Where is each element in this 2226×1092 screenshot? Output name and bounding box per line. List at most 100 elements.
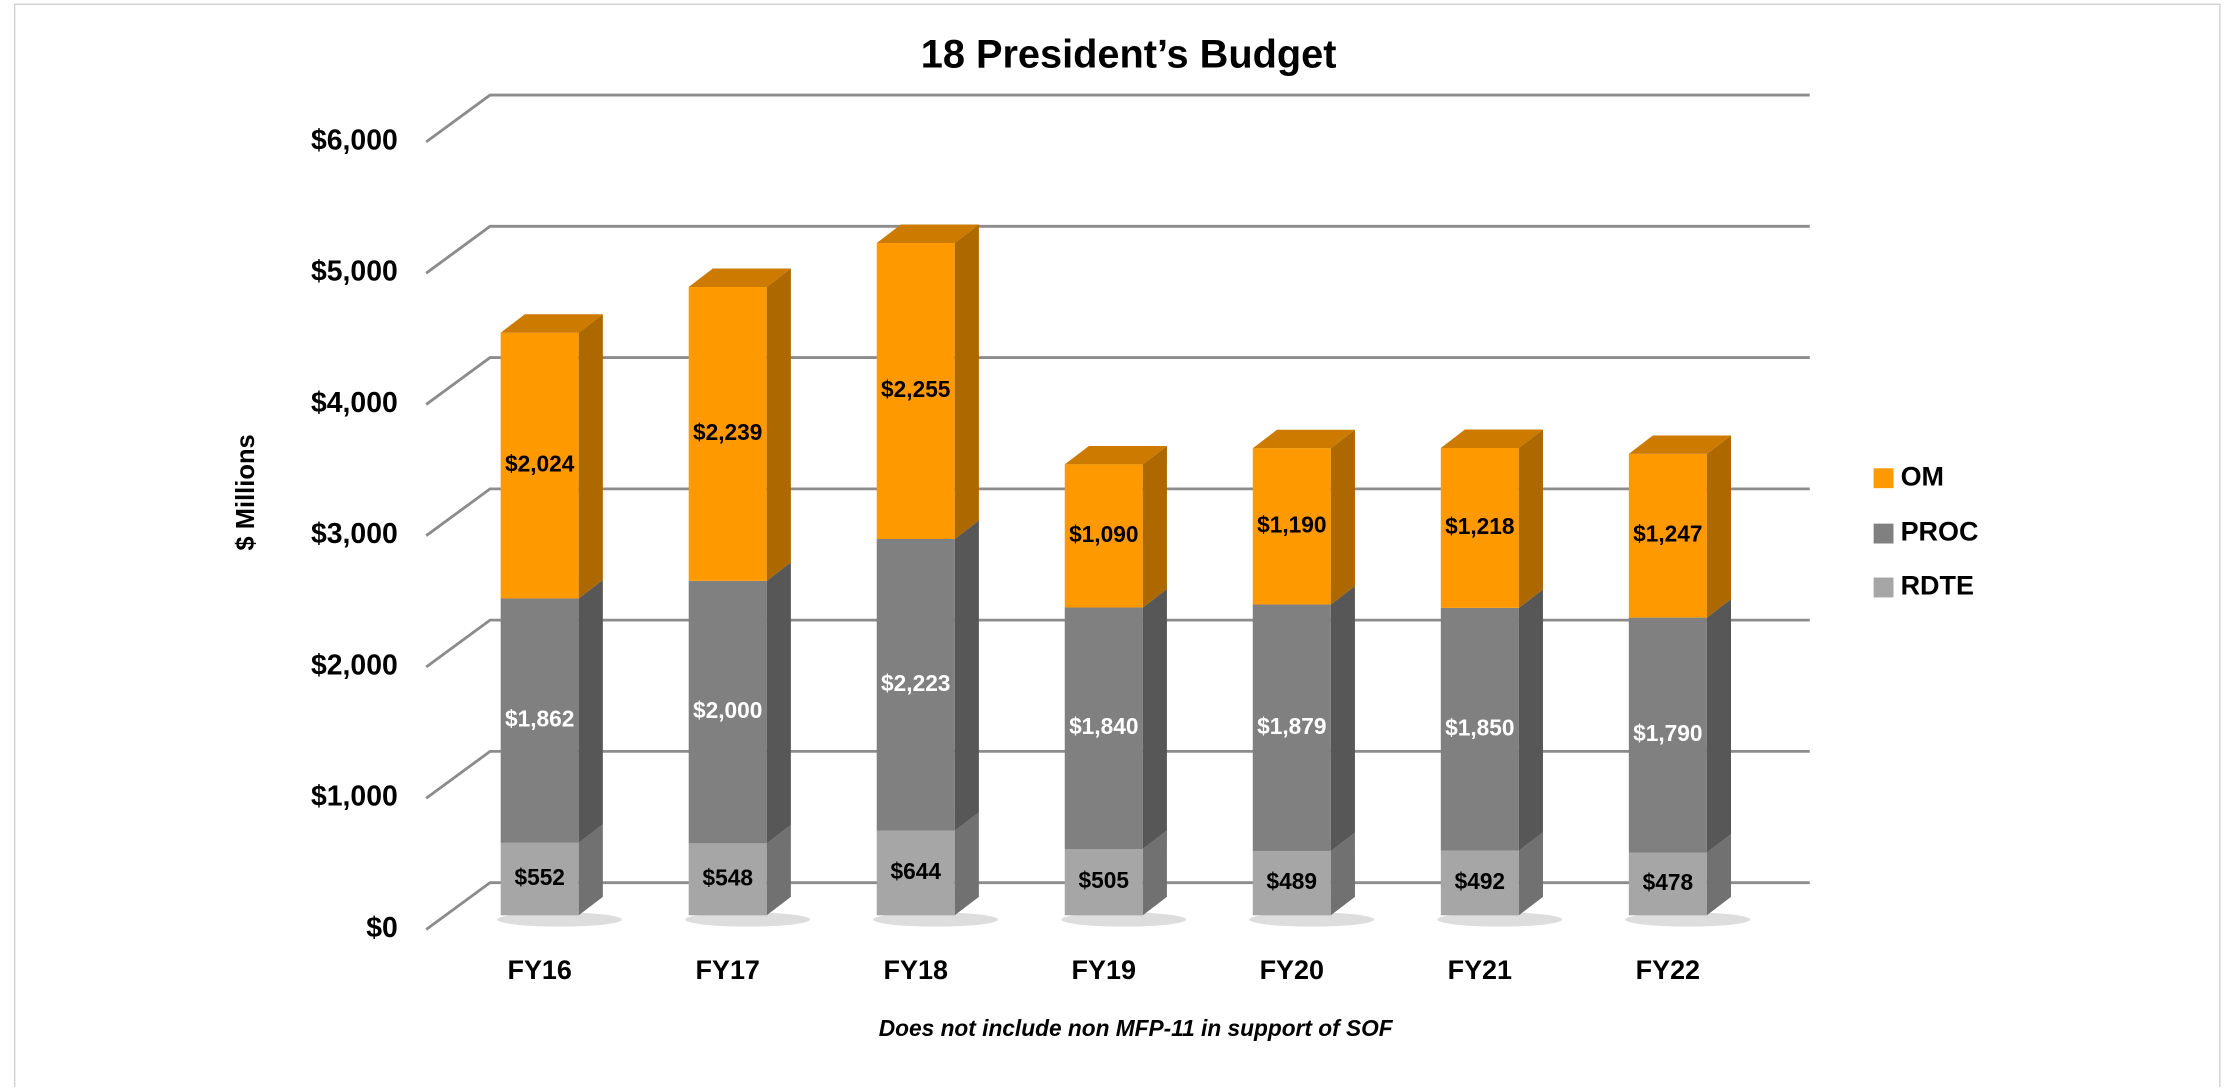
bar-shadow bbox=[685, 912, 811, 927]
legend-label: OM bbox=[1901, 461, 1944, 491]
data-label: $1,850 bbox=[1445, 714, 1514, 740]
grid-line bbox=[425, 618, 1810, 669]
bar-segment bbox=[1440, 447, 1519, 608]
bar-side bbox=[1706, 435, 1732, 618]
y-tick-label: $5,000 bbox=[311, 256, 398, 288]
data-label: $2,024 bbox=[505, 451, 575, 477]
grid-line bbox=[425, 749, 1810, 800]
data-label: $552 bbox=[514, 864, 564, 890]
bar-segment bbox=[500, 598, 579, 843]
bar-segment bbox=[1252, 604, 1331, 852]
bar-side bbox=[578, 314, 603, 599]
bar-shadow bbox=[1625, 912, 1751, 927]
bar-segment bbox=[1064, 464, 1143, 608]
bar-side bbox=[1330, 586, 1355, 852]
data-label: $1,790 bbox=[1633, 720, 1702, 746]
x-tick-label: FY22 bbox=[1636, 955, 1700, 985]
bar-side bbox=[1142, 445, 1167, 608]
bar-segment bbox=[1440, 850, 1519, 916]
grid-line bbox=[425, 93, 1810, 144]
x-tick-label: FY17 bbox=[696, 955, 760, 985]
bar-shadow bbox=[873, 912, 999, 927]
y-tick-label: $4,000 bbox=[311, 387, 398, 419]
bar-side bbox=[1330, 832, 1355, 916]
bar-segment bbox=[500, 842, 579, 916]
data-label: $505 bbox=[1079, 867, 1129, 893]
bar-segment bbox=[500, 332, 579, 599]
y-tick-label: $6,000 bbox=[311, 124, 398, 156]
x-tick-label: FY21 bbox=[1448, 955, 1512, 985]
bar-side bbox=[1142, 830, 1167, 916]
legend-label: RDTE bbox=[1901, 571, 1974, 601]
bar-segment bbox=[1628, 453, 1707, 618]
data-label: $548 bbox=[702, 864, 752, 890]
bar-side bbox=[578, 579, 603, 843]
bar-segment bbox=[688, 843, 767, 916]
bar-side bbox=[766, 562, 791, 844]
bar-top bbox=[1252, 429, 1355, 449]
data-label: $1,218 bbox=[1445, 513, 1514, 539]
bar-side bbox=[1518, 832, 1543, 916]
data-label: $1,090 bbox=[1069, 521, 1138, 547]
x-tick-label: FY20 bbox=[1260, 955, 1324, 985]
data-label: $644 bbox=[891, 858, 942, 884]
bar-side bbox=[1142, 589, 1167, 850]
grid-line bbox=[425, 356, 1810, 406]
bar-shadow bbox=[1249, 912, 1375, 927]
bar-segment bbox=[876, 538, 955, 831]
bar-segment bbox=[1628, 852, 1707, 916]
bar-side bbox=[766, 824, 791, 916]
bar-segment bbox=[1440, 607, 1519, 851]
bar-top bbox=[1440, 429, 1543, 448]
bar-side bbox=[954, 224, 979, 539]
bar-segment bbox=[1252, 851, 1331, 916]
x-tick-label: FY18 bbox=[884, 955, 948, 985]
legend-swatch bbox=[1873, 523, 1894, 544]
data-label: $489 bbox=[1267, 868, 1317, 894]
bar-segment bbox=[1252, 448, 1331, 605]
bar-side bbox=[1518, 429, 1543, 608]
legend-swatch bbox=[1873, 577, 1894, 598]
chart-title: 18 President’s Budget bbox=[921, 32, 1337, 76]
bar-side bbox=[1330, 429, 1355, 605]
bar-side bbox=[954, 812, 979, 916]
y-tick-label: $3,000 bbox=[311, 518, 398, 550]
data-label: $478 bbox=[1643, 869, 1693, 895]
bar-top bbox=[500, 314, 603, 333]
bar-side bbox=[954, 520, 979, 831]
data-label: $1,840 bbox=[1069, 713, 1138, 739]
grid-line bbox=[425, 224, 1810, 275]
bar-side bbox=[1706, 599, 1732, 853]
bar-top bbox=[1628, 435, 1732, 454]
y-tick-label: $2,000 bbox=[311, 649, 398, 681]
bar-segment bbox=[876, 830, 955, 916]
data-label: $492 bbox=[1455, 868, 1505, 894]
bar-top bbox=[876, 224, 979, 243]
data-label: $1,862 bbox=[505, 706, 574, 732]
data-label: $1,190 bbox=[1257, 511, 1326, 537]
legend-swatch bbox=[1873, 468, 1894, 489]
bar-top bbox=[688, 268, 791, 287]
bar-shadow bbox=[1437, 912, 1563, 927]
data-label: $2,000 bbox=[693, 697, 762, 723]
bar-segment bbox=[1064, 849, 1143, 916]
data-label: $1,247 bbox=[1633, 521, 1702, 547]
x-tick-label: FY16 bbox=[507, 955, 571, 985]
bar-top bbox=[1064, 445, 1167, 465]
bar-segment bbox=[688, 286, 767, 581]
bar-side bbox=[766, 268, 791, 581]
bar-segment bbox=[1628, 617, 1707, 853]
footnote: Does not include non MFP-11 in support o… bbox=[879, 1015, 1394, 1041]
bar-segment bbox=[688, 580, 767, 844]
grid-line bbox=[425, 487, 1810, 537]
data-label: $2,239 bbox=[693, 419, 762, 445]
grid-line bbox=[425, 881, 1810, 931]
bar-shadow bbox=[1061, 912, 1187, 927]
x-tick-label: FY19 bbox=[1072, 955, 1136, 985]
data-label: $2,255 bbox=[881, 376, 950, 402]
bar-side bbox=[1706, 834, 1732, 916]
legend-label: PROC bbox=[1901, 517, 1979, 547]
data-label: $1,879 bbox=[1257, 713, 1326, 739]
y-axis-title: $ Millions bbox=[232, 434, 260, 550]
